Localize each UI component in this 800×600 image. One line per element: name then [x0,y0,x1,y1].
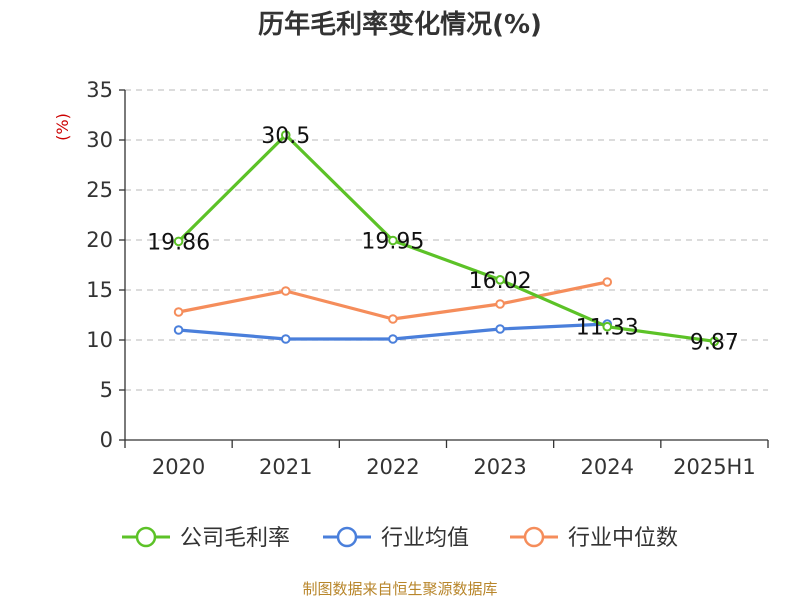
data-point[interactable] [280,334,291,344]
source-note: 制图数据来自恒生聚源数据库 [302,580,497,598]
data-point[interactable] [173,307,184,317]
data-point[interactable] [495,275,505,285]
series-lines [173,130,720,347]
legend-marker [336,526,358,548]
x-tick-label: 2025H1 [673,455,756,479]
y-axis-unit: (%) [53,113,72,141]
axes [119,89,769,448]
legend-item-1[interactable]: 行业均值 [323,526,469,551]
data-point[interactable] [602,321,613,332]
data-point[interactable] [709,336,720,347]
data-point[interactable] [388,314,398,324]
y-tick-label: 10 [86,328,113,352]
legend-label: 行业均值 [381,526,469,551]
data-label: 30.5 [261,124,310,149]
y-tick-label: 15 [86,278,113,302]
data-point[interactable] [280,130,291,140]
x-tick-label: 2024 [581,455,634,479]
data-label: 11.33 [576,316,639,341]
data-point[interactable] [173,236,184,247]
data-label: 19.95 [361,230,424,255]
data-label: 19.86 [147,230,210,255]
y-tick-label: 5 [100,378,113,402]
x-tick-labels: 2020 2021 2022 2023 2024 2025H1 [152,455,756,479]
data-point[interactable] [495,324,505,334]
x-tick-label: 2021 [259,455,312,479]
x-tick-label: 2023 [473,455,526,479]
legend-marker [135,526,157,548]
data-point[interactable] [495,299,505,309]
legend-marker [523,526,545,548]
series-line [177,133,715,343]
legend-label: 公司毛利率 [180,526,290,551]
legend-item-2[interactable]: 行业中位数 [510,526,678,551]
data-point[interactable] [602,277,613,287]
series-line [178,280,608,321]
series-0 [173,130,720,347]
x-tick-label: 2020 [152,455,205,479]
grid-lines [125,89,768,391]
data-point[interactable] [173,325,184,335]
y-tick-label: 30 [86,128,113,152]
legend-label: 行业中位数 [568,526,678,551]
data-labels: 19.86 30.5 19.95 16.02 11.33 9.87 [147,124,739,355]
chart-title: 历年毛利率变化情况(%) [258,9,542,40]
x-tick-label: 2022 [366,455,419,479]
y-tick-labels: 0 5 10 15 20 25 30 35 [86,78,113,452]
y-tick-label: 20 [86,228,113,252]
legend[interactable]: 公司毛利率 行业均值 行业中位数 [122,526,678,551]
data-label: 16.02 [469,269,532,294]
legend-item-0[interactable]: 公司毛利率 [122,526,290,551]
data-label: 9.87 [690,330,739,355]
data-point[interactable] [388,334,398,344]
y-tick-label: 0 [100,428,113,452]
data-point[interactable] [388,235,398,246]
y-tick-label: 35 [86,78,113,102]
y-tick-label: 25 [86,178,113,202]
data-point[interactable] [280,286,291,296]
